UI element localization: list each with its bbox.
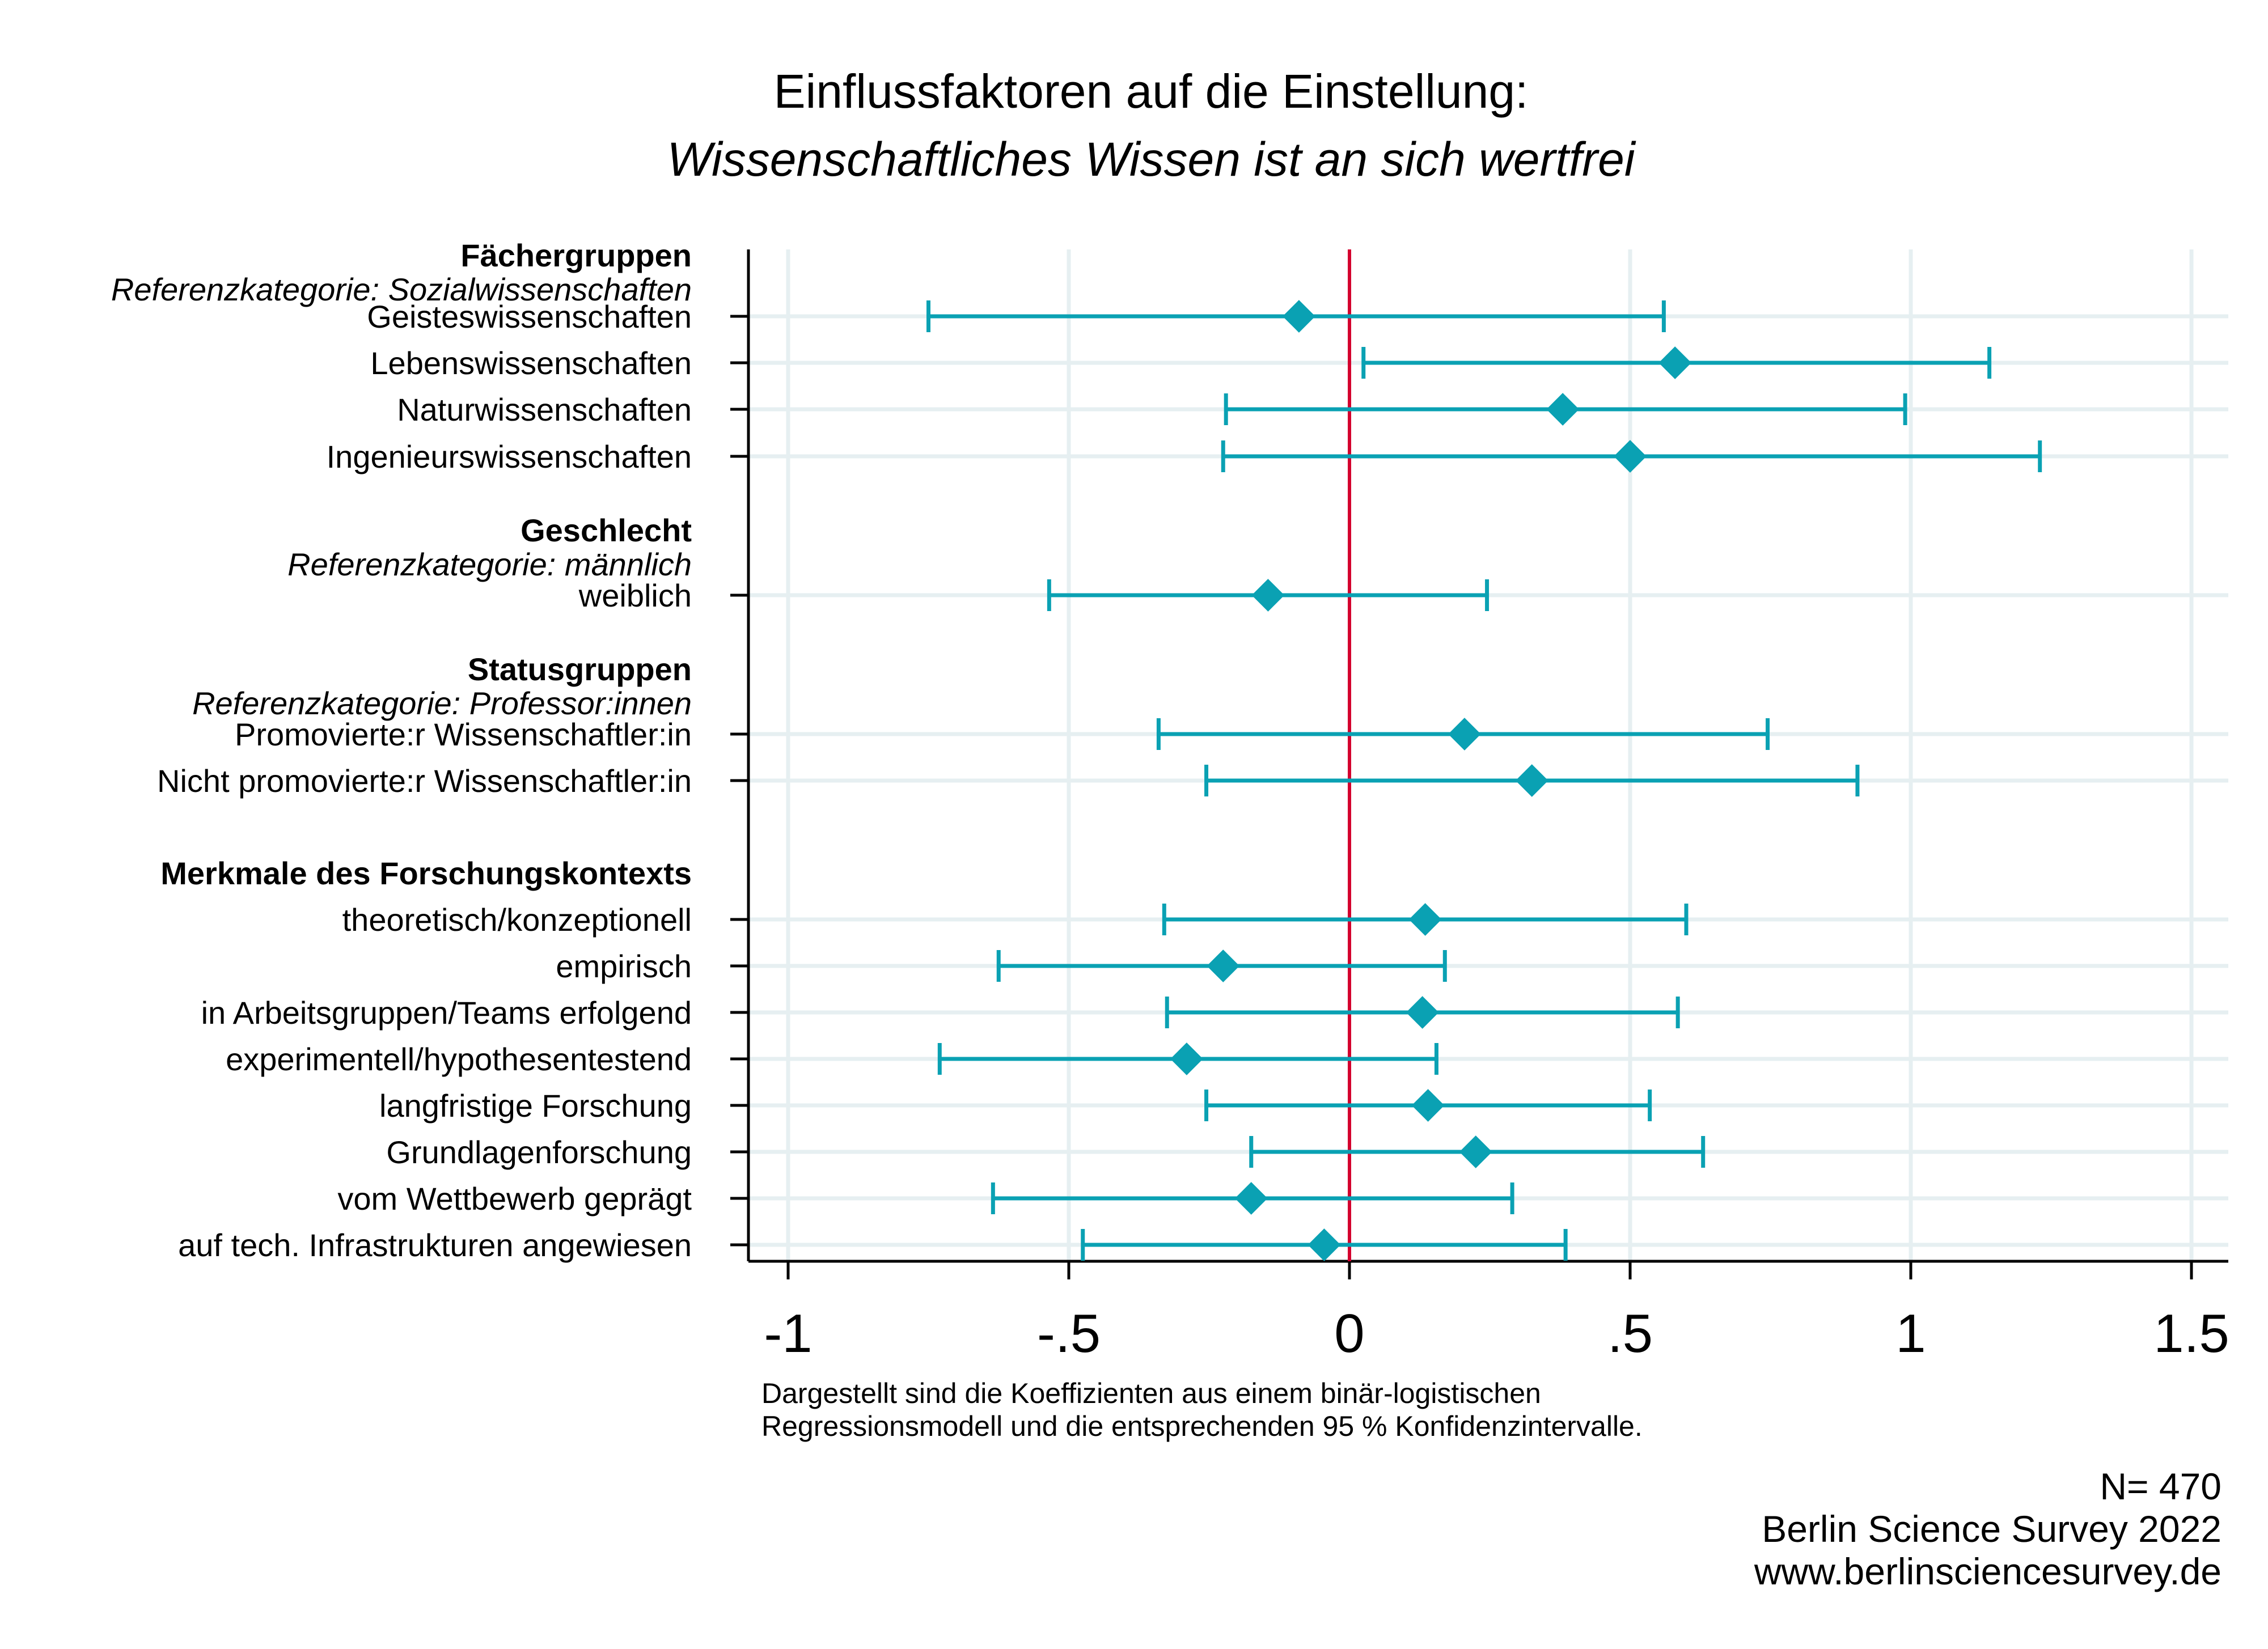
- estimate-marker: [1448, 718, 1481, 751]
- axes: -1 -.5 0 .5 1 1.5: [730, 249, 2229, 1364]
- category-label: Naturwissenschaften: [397, 392, 692, 427]
- estimate-marker: [1308, 1228, 1341, 1261]
- group-heading: Fächergruppen: [460, 238, 692, 273]
- estimate-marker: [1614, 440, 1647, 473]
- group-heading: Merkmale des Forschungskontexts: [160, 855, 692, 891]
- estimate-marker: [1234, 1182, 1268, 1215]
- x-tick-label: 0: [1334, 1303, 1364, 1364]
- x-tick-label: -.5: [1037, 1303, 1101, 1364]
- category-label: theoretisch/konzeptionell: [342, 902, 692, 938]
- estimate-marker: [1459, 1135, 1492, 1168]
- category-label: langfristige Forschung: [379, 1088, 692, 1124]
- x-tick-label: 1.5: [2153, 1303, 2229, 1364]
- category-label: empirisch: [556, 948, 692, 984]
- x-tick-label: -1: [764, 1303, 812, 1364]
- estimate-marker: [1406, 996, 1439, 1029]
- estimate-marker: [1546, 393, 1580, 426]
- estimate-marker: [1408, 903, 1442, 936]
- category-label: auf tech. Infrastrukturen angewiesen: [178, 1227, 692, 1263]
- estimate-marker: [1170, 1042, 1203, 1075]
- estimate-marker: [1283, 300, 1315, 333]
- category-label: Promovierte:r Wissenschaftler:in: [235, 717, 692, 752]
- estimate-marker: [1658, 346, 1692, 379]
- chart-title: Einflussfaktoren auf die Einstellung:: [774, 65, 1529, 118]
- category-label: Nicht promovierte:r Wissenschaftler:in: [157, 763, 692, 799]
- x-tick-label: .5: [1607, 1303, 1653, 1364]
- source-line: www.berlinsciencesurvey.de: [1754, 1550, 2222, 1592]
- reference-category-label: Referenzkategorie: männlich: [287, 546, 692, 582]
- category-label: vom Wettbewerb geprägt: [337, 1181, 692, 1216]
- estimate-marker: [1515, 764, 1548, 797]
- chart-note: Dargestellt sind die Koeffizienten aus e…: [761, 1377, 1643, 1442]
- estimate-marker: [1207, 949, 1240, 982]
- reference-category-label: Referenzkategorie: Sozialwissenschaften: [111, 272, 692, 307]
- note-line: Dargestellt sind die Koeffizienten aus e…: [761, 1377, 1541, 1409]
- category-label: weiblich: [578, 578, 692, 613]
- category-label: Lebenswissenschaften: [370, 345, 692, 381]
- source-line: Berlin Science Survey 2022: [1762, 1508, 2222, 1550]
- estimate-marker: [1411, 1089, 1445, 1122]
- category-label: Ingenieurswissenschaften: [327, 439, 692, 474]
- category-label: in Arbeitsgruppen/Teams erfolgend: [201, 995, 692, 1031]
- category-label: Geisteswissenschaften: [367, 299, 692, 334]
- group-heading: Geschlecht: [521, 512, 692, 548]
- estimate-marker: [1251, 579, 1285, 612]
- note-line: Regressionsmodell und die entsprechenden…: [761, 1410, 1643, 1442]
- group-heading: Statusgruppen: [468, 651, 692, 687]
- reference-category-label: Referenzkategorie: Professor:innen: [192, 685, 692, 721]
- source-line: N= 470: [2100, 1465, 2222, 1507]
- coefficient-marks: [926, 249, 2042, 1261]
- x-tick-label: 1: [1895, 1303, 1926, 1364]
- category-label: experimentell/hypothesentestend: [226, 1041, 692, 1077]
- chart-subtitle: Wissenschaftliches Wissen ist an sich we…: [667, 133, 1636, 186]
- category-label: Grundlagenforschung: [386, 1134, 692, 1170]
